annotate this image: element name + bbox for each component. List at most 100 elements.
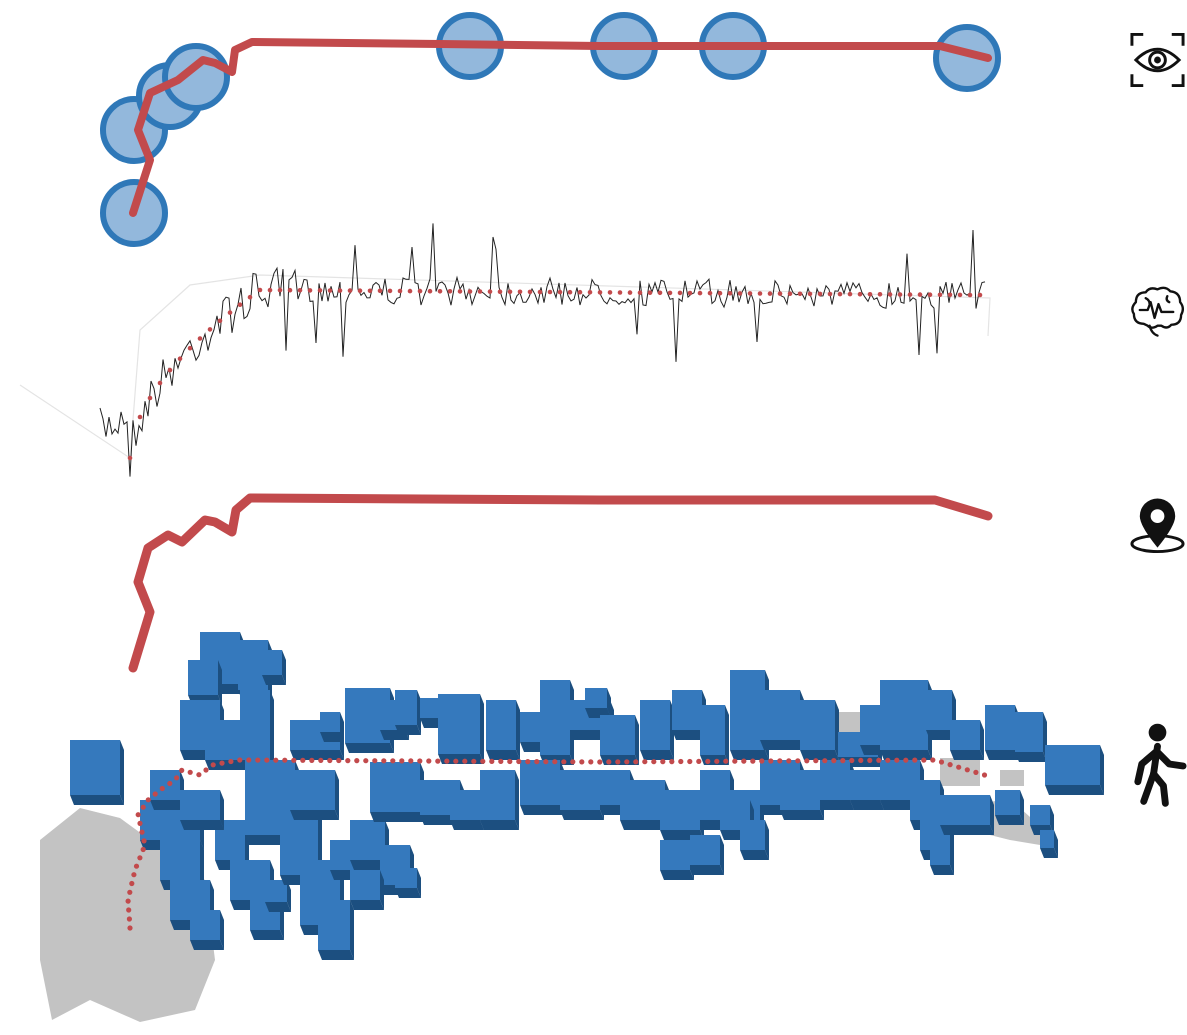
eeg-trend-dot [817,291,823,297]
walked-path-dot [354,758,360,764]
building-roof [910,780,940,820]
eeg-trend-dot [177,356,183,362]
walked-path-dot [167,780,173,787]
walked-path-dot [525,759,531,765]
building-roof [395,868,417,888]
walked-path-dot [318,757,324,764]
walked-path-dot [264,757,270,763]
building-block [350,820,389,870]
building-block [480,770,519,830]
eeg-trend-dot [417,288,423,294]
building-side [220,790,224,830]
building-side [1050,805,1054,835]
walked-path-dot [444,758,450,764]
building-roof [800,700,835,750]
building-side [270,690,274,770]
building-roof [350,820,385,860]
building-block [1040,830,1058,858]
building-roof [395,690,417,725]
building-side [250,930,284,940]
walked-path-dot [363,758,369,764]
building-side [980,720,984,760]
walked-path-dot [381,758,387,764]
eeg-trend-dot [697,290,703,296]
building-roof [730,670,765,750]
building-block [950,720,984,760]
building-roof [1040,830,1054,848]
building-roof [880,680,928,750]
building-block [318,900,354,960]
eeg-trend-dot [747,291,753,296]
eeg-trend-dot [857,291,863,297]
eeg-trend-dot [667,290,673,296]
building-block [660,790,704,840]
walked-path-dot [543,759,549,765]
building-roof [940,795,990,825]
building-roof [700,705,725,755]
brain-pulse-icon [1128,280,1187,340]
walked-path-dot [795,758,801,764]
building-side [850,800,884,810]
building-roof [1030,805,1050,825]
walked-path-dot [885,757,891,763]
walked-path-dot [579,759,585,765]
building-side [290,750,344,760]
building-block [190,910,224,950]
walked-path-dot [552,759,558,765]
eeg-trend-dot [577,289,583,295]
walked-path-dot [140,804,146,810]
building-roof [600,715,635,755]
walked-path-dot [210,762,216,768]
walked-path-dot [203,767,209,773]
walked-path-dot [840,758,846,764]
walked-path-dot [129,880,135,887]
eeg-trend-dot [197,336,203,341]
building-block [520,760,564,815]
walked-path-dot [903,757,909,763]
building-block [880,680,932,760]
walked-path-dot [159,785,165,792]
eeg-trend-dot [737,291,743,296]
walked-path-dot [687,758,693,765]
eeg-trend-dot [157,380,163,386]
walked-path-dot [973,769,979,776]
walked-path-dot [615,759,621,765]
walked-path-dot [131,872,137,878]
eeg-trend-dot [537,289,543,295]
walked-path-dot [741,758,747,764]
eeg-trend-dot [627,290,633,295]
eeg-trend-dot [907,292,913,297]
building-block [940,795,994,835]
building-side [995,815,1024,825]
walked-path-dot [137,855,143,861]
building-side [150,800,184,810]
building-block [395,690,421,735]
eeg-trend-dot [877,292,883,297]
walked-path-dot [133,863,140,869]
building-block [985,705,1019,760]
building-roof [265,880,287,902]
building-side [320,732,344,742]
building-side [730,750,769,760]
building-side [480,694,484,764]
walked-path-dot [849,757,855,764]
walked-path-dot [336,757,342,764]
eeg-trend-dot [727,291,733,296]
walked-path-dot [867,757,873,764]
building-side [1040,848,1058,858]
walked-path-dot [723,758,729,764]
eeg-trend-dot [677,290,683,296]
building-roof [180,790,220,820]
walked-path-dot [507,758,513,765]
building-block [262,650,286,685]
walked-path-dot [705,758,711,765]
building-roof [520,712,542,742]
walked-path-dot [127,925,133,931]
eeg-trend-dot [237,302,243,308]
building-roof [240,690,270,760]
building-block [640,700,674,760]
eeg-trend-dot [457,289,463,294]
eeg-trend-dot [837,291,843,297]
building-roof [160,840,200,880]
eeg-trend-dot [787,291,793,297]
